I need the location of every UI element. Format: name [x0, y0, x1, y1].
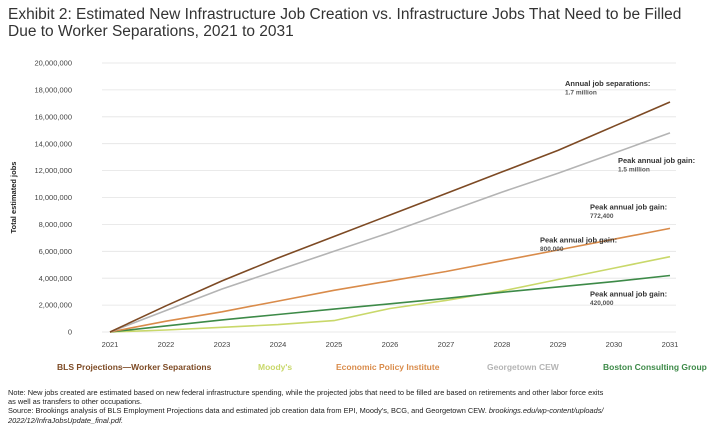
note-line-1: Note: New jobs created are estimated bas… [8, 388, 604, 397]
chart-note: Note: New jobs created are estimated bas… [8, 388, 708, 425]
source-text: Source: Brookings analysis of BLS Employ… [8, 406, 708, 415]
y-tick-label-8: 16,000,000 [34, 112, 72, 121]
y-tick-label-2: 4,000,000 [39, 274, 72, 283]
x-tick-label-4: 2025 [326, 340, 343, 349]
annotation-1-line-1: Peak annual job gain: [618, 156, 695, 165]
title-line-2: Due to Worker Separations, 2021 to 2031 [8, 23, 294, 40]
x-tick-label-9: 2030 [606, 340, 623, 349]
annotation-1-line-2: 1.5 million [618, 166, 650, 173]
source-url-part-2: 2022/12/InfraJobsUpdate_final.pdf. [8, 415, 124, 425]
x-tick-label-6: 2027 [438, 340, 455, 349]
y-tick-label-3: 6,000,000 [39, 247, 72, 256]
series-line-0 [109, 101, 671, 333]
annotation-0-line-2: 1.7 million [565, 90, 597, 97]
legend-entry-4: Boston Consulting Group [603, 362, 707, 372]
series-line-4 [109, 274, 671, 333]
x-tick-label-7: 2028 [494, 340, 511, 349]
source-url-line-2: 2022/12/InfraJobsUpdate_final.pdf. [8, 416, 708, 425]
y-tick-label-1: 2,000,000 [39, 301, 72, 310]
annotation-4-line-2: 420,000 [590, 300, 614, 307]
y-tick-label-4: 8,000,000 [39, 220, 72, 229]
legend-entry-1: Moody's [258, 362, 293, 372]
series-line-3 [109, 132, 671, 333]
annotation-3-line-2: 800,000 [540, 246, 564, 253]
y-tick-label-6: 12,000,000 [34, 166, 72, 175]
annotation-3-line-1: Peak annual job gain: [540, 236, 617, 245]
y-tick-label-7: 14,000,000 [34, 139, 72, 148]
x-tick-label-2: 2023 [214, 340, 231, 349]
y-tick-label-9: 18,000,000 [34, 86, 72, 95]
y-tick-label-0: 0 [68, 328, 72, 337]
series-line-2 [109, 227, 671, 333]
x-tick-label-5: 2026 [382, 340, 399, 349]
annotation-2-line-2: 772,400 [590, 213, 614, 220]
source-prefix: Source: Brookings analysis of BLS Employ… [8, 406, 489, 416]
y-tick-label-5: 10,000,000 [34, 193, 72, 202]
y-axis-label: Total estimated jobs [9, 162, 18, 234]
legend-entry-2: Economic Policy Institute [336, 362, 440, 372]
source-url-part-1: brookings.edu/wp-content/uploads/ [488, 406, 604, 416]
chart-title: Exhibit 2: Estimated New Infrastructure … [8, 6, 703, 40]
series-line-1 [109, 255, 671, 333]
note-line-2: as well as transfers to other occupation… [8, 397, 142, 407]
legend-entry-3: Georgetown CEW [487, 362, 559, 372]
title-line-1: Exhibit 2: Estimated New Infrastructure … [8, 6, 682, 23]
x-tick-label-1: 2022 [158, 340, 175, 349]
x-tick-label-0: 2021 [102, 340, 119, 349]
x-tick-label-3: 2024 [270, 340, 287, 349]
annotation-0-line-1: Annual job separations: [565, 79, 650, 88]
y-tick-label-10: 20,000,000 [34, 59, 72, 68]
x-tick-label-8: 2029 [550, 340, 567, 349]
x-tick-label-10: 2031 [662, 340, 679, 349]
legend-entry-0: BLS Projections—Worker Separations [57, 362, 212, 372]
annotation-4-line-1: Peak annual job gain: [590, 290, 667, 299]
annotation-2-line-1: Peak annual job gain: [590, 202, 667, 211]
